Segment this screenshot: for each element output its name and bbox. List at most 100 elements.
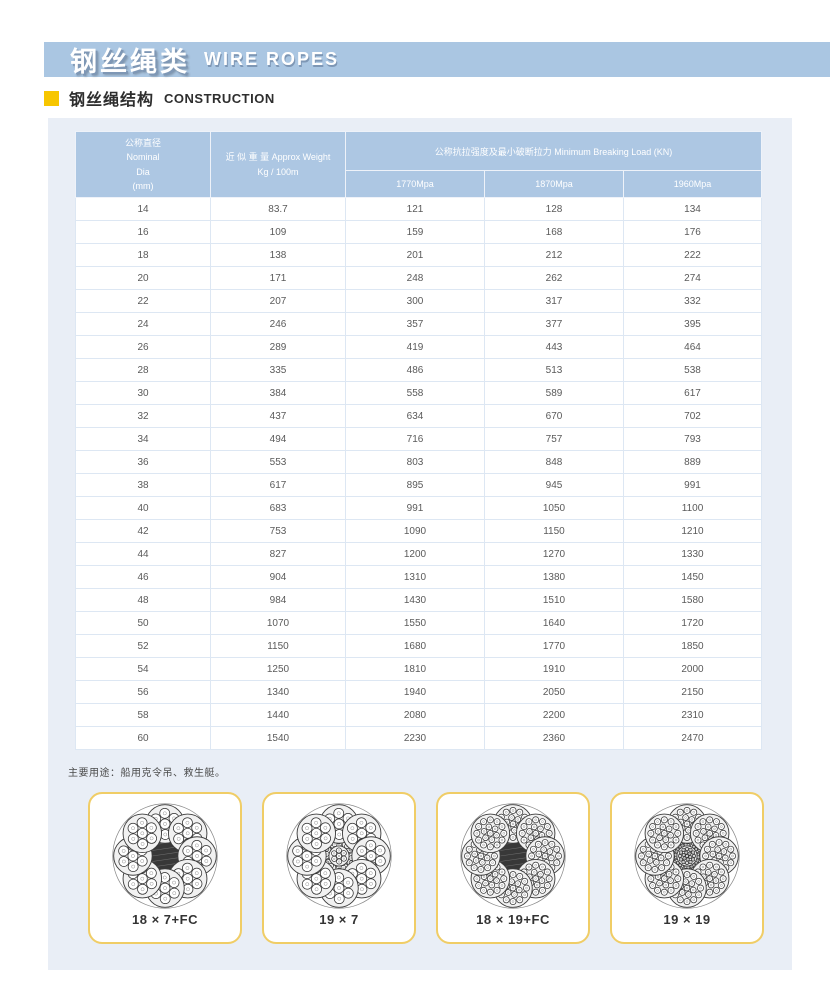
table-cell: 38 bbox=[75, 473, 211, 497]
table-cell: 848 bbox=[484, 450, 624, 474]
table-cell: 28 bbox=[75, 358, 211, 382]
table-cell: 377 bbox=[484, 312, 624, 336]
table-cell: 36 bbox=[75, 450, 211, 474]
table-cell: 18 bbox=[75, 243, 211, 267]
table-row: 44 827 1200 1270 1330 bbox=[75, 542, 763, 566]
table-cell: 1250 bbox=[210, 657, 346, 681]
table-cell: 384 bbox=[210, 381, 346, 405]
table-cell: 702 bbox=[622, 404, 763, 428]
table-row: 20 171 248 262 274 bbox=[75, 266, 763, 290]
table-cell: 54 bbox=[75, 657, 211, 681]
table-cell: 40 bbox=[75, 496, 211, 520]
table-row: 34 494 716 757 793 bbox=[75, 427, 763, 451]
table-body: 14 83.7 121 128 134 16 109 159 168 176 18 138 201 212… bbox=[75, 197, 763, 750]
table-row: 14 83.7 121 128 134 bbox=[75, 197, 763, 221]
table-cell: 171 bbox=[210, 266, 346, 290]
rope-diagram-card: 18 × 19+FC bbox=[436, 792, 590, 944]
table-cell: 262 bbox=[484, 266, 624, 290]
page-banner: 钢丝绳类 WIRE ROPES bbox=[44, 42, 830, 77]
table-cell: 513 bbox=[484, 358, 624, 382]
table-row: 18 138 201 212 222 bbox=[75, 243, 763, 267]
rope-cross-section-icon bbox=[112, 803, 218, 909]
section-title-zh: 钢丝绳结构 bbox=[69, 92, 155, 109]
table-cell: 1150 bbox=[484, 519, 624, 543]
table-cell: 274 bbox=[622, 266, 763, 290]
table-row: 56 1340 1940 2050 2150 bbox=[75, 680, 763, 704]
table-row: 32 437 634 670 702 bbox=[75, 404, 763, 428]
table-cell: 22 bbox=[75, 289, 211, 313]
table-cell: 945 bbox=[484, 473, 624, 497]
table-cell: 1510 bbox=[484, 588, 624, 612]
table-cell: 44 bbox=[75, 542, 211, 566]
table-cell: 201 bbox=[345, 243, 485, 267]
table-cell: 1210 bbox=[622, 519, 763, 543]
header-grade-1960: 1960Mpa bbox=[622, 170, 763, 198]
table-cell: 46 bbox=[75, 565, 211, 589]
table-cell: 464 bbox=[622, 335, 763, 359]
section-title-en: CONSTRUCTION bbox=[164, 90, 275, 106]
table-cell: 991 bbox=[345, 496, 485, 520]
table-cell: 34 bbox=[75, 427, 211, 451]
table-cell: 83.7 bbox=[210, 197, 346, 221]
rope-construction-label: 18 × 7+FC bbox=[132, 912, 198, 927]
table-cell: 486 bbox=[345, 358, 485, 382]
rope-construction-label: 19 × 19 bbox=[663, 912, 711, 927]
wire-rope-spec-table: 公称直径 Nominal Dia (mm) 近 似 重 量 Approx Wei… bbox=[75, 131, 763, 750]
rope-diagram-row: 18 × 7+FC 19 × 7 18 × 19+FC 19 × 19 bbox=[88, 792, 764, 944]
table-cell: 1770 bbox=[484, 634, 624, 658]
table-cell: 1270 bbox=[484, 542, 624, 566]
table-cell: 2470 bbox=[622, 726, 763, 750]
table-cell: 757 bbox=[484, 427, 624, 451]
table-cell: 1810 bbox=[345, 657, 485, 681]
header-breaking-load-group: 公称抗拉强度及最小破断拉力 Minimum Breaking Load (KN) bbox=[344, 131, 763, 171]
table-cell: 1580 bbox=[622, 588, 763, 612]
table-row: 42 753 1090 1150 1210 bbox=[75, 519, 763, 543]
table-cell: 357 bbox=[345, 312, 485, 336]
table-cell: 558 bbox=[345, 381, 485, 405]
table-cell: 52 bbox=[75, 634, 211, 658]
table-cell: 2080 bbox=[345, 703, 485, 727]
table-cell: 2360 bbox=[484, 726, 624, 750]
table-row: 54 1250 1810 1910 2000 bbox=[75, 657, 763, 681]
table-cell: 1720 bbox=[622, 611, 763, 635]
table-cell: 1200 bbox=[345, 542, 485, 566]
table-cell: 2000 bbox=[622, 657, 763, 681]
table-row: 58 1440 2080 2200 2310 bbox=[75, 703, 763, 727]
rope-cross-section-icon bbox=[460, 803, 566, 909]
table-cell: 159 bbox=[345, 220, 485, 244]
table-cell: 419 bbox=[345, 335, 485, 359]
table-cell: 716 bbox=[345, 427, 485, 451]
table-cell: 222 bbox=[622, 243, 763, 267]
table-cell: 1940 bbox=[345, 680, 485, 704]
rope-diagram-card: 18 × 7+FC bbox=[88, 792, 242, 944]
table-cell: 26 bbox=[75, 335, 211, 359]
table-cell: 538 bbox=[622, 358, 763, 382]
table-cell: 48 bbox=[75, 588, 211, 612]
rope-construction-label: 18 × 19+FC bbox=[476, 912, 550, 927]
table-row: 40 683 991 1050 1100 bbox=[75, 496, 763, 520]
table-cell: 1540 bbox=[210, 726, 346, 750]
header-approx-weight: 近 似 重 量 Approx Weight Kg / 100m bbox=[210, 131, 346, 198]
table-cell: 1550 bbox=[345, 611, 485, 635]
table-header: 公称直径 Nominal Dia (mm) 近 似 重 量 Approx Wei… bbox=[75, 131, 763, 198]
table-cell: 58 bbox=[75, 703, 211, 727]
header-grade-1770: 1770Mpa bbox=[345, 170, 485, 198]
table-cell: 1090 bbox=[345, 519, 485, 543]
table-row: 22 207 300 317 332 bbox=[75, 289, 763, 313]
table-cell: 1330 bbox=[622, 542, 763, 566]
rope-construction-label: 19 × 7 bbox=[319, 912, 359, 927]
table-row: 52 1150 1680 1770 1850 bbox=[75, 634, 763, 658]
rope-cross-section-icon bbox=[634, 803, 740, 909]
table-cell: 109 bbox=[210, 220, 346, 244]
table-cell: 121 bbox=[345, 197, 485, 221]
table-cell: 617 bbox=[210, 473, 346, 497]
section-header: 钢丝绳结构 CONSTRUCTION bbox=[44, 86, 275, 110]
table-row: 24 246 357 377 395 bbox=[75, 312, 763, 336]
table-cell: 889 bbox=[622, 450, 763, 474]
table-cell: 212 bbox=[484, 243, 624, 267]
table-cell: 1310 bbox=[345, 565, 485, 589]
table-cell: 1150 bbox=[210, 634, 346, 658]
table-row: 38 617 895 945 991 bbox=[75, 473, 763, 497]
table-cell: 1100 bbox=[622, 496, 763, 520]
